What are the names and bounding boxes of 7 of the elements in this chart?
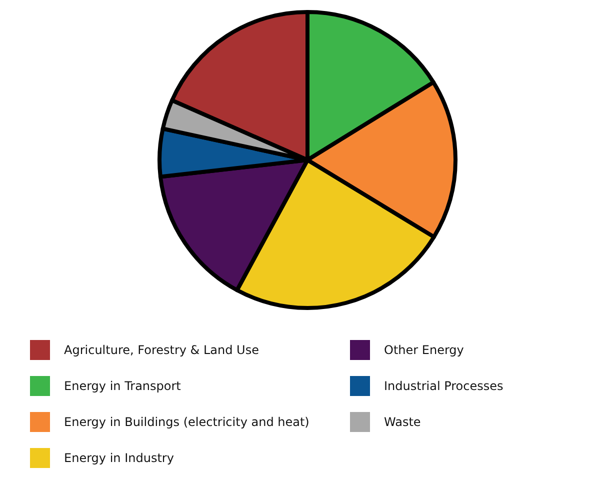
legend-label: Industrial Processes (384, 379, 504, 393)
legend-label: Energy in Industry (64, 451, 174, 465)
legend-label: Waste (384, 415, 421, 429)
legend-label: Other Energy (384, 343, 464, 357)
legend-label: Energy in Transport (64, 379, 182, 393)
legend-label: Agriculture, Forestry & Land Use (64, 343, 259, 357)
legend-label: Energy in Buildings (electricity and heat) (64, 415, 310, 429)
